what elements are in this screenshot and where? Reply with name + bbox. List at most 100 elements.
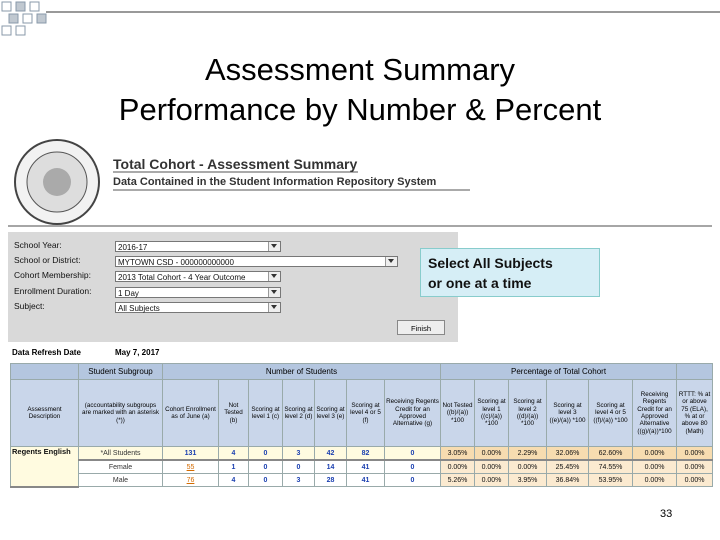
column-header: Scoring at level 1 (c) bbox=[248, 379, 283, 447]
table-cell: 41 bbox=[346, 473, 385, 487]
table-cell[interactable]: 76 bbox=[162, 473, 219, 487]
summary-table: Student Subgroup Number of Students Percen… bbox=[10, 363, 714, 488]
data-row: Female 55 1 0 0 14 41 0 0.00% 0.00% 0.00% 25.45% 74.… bbox=[11, 459, 714, 474]
field-label: Subject: bbox=[14, 301, 45, 311]
column-header: Scoring at level 2 ((d)/(a)) *100 bbox=[508, 379, 547, 447]
column-header: Not Tested (b) bbox=[218, 379, 249, 447]
column-header: Not Tested ((b)/(a)) *100 bbox=[440, 379, 475, 447]
column-header: Scoring at level 3 ((e)/(a)) *100 bbox=[546, 379, 589, 447]
slide-title: Performance by Number & Percent bbox=[118, 92, 602, 127]
callout-line: or one at a time bbox=[428, 275, 532, 291]
table-cell: 0.00% bbox=[440, 459, 475, 474]
table-cell: 0.00% bbox=[676, 459, 714, 474]
column-header: Scoring at level 4 or 5 (f) bbox=[346, 379, 385, 447]
table-cell: 32.06% bbox=[546, 446, 589, 461]
table-cell: 4 bbox=[218, 473, 249, 487]
dropdown[interactable]: 2016-17 bbox=[115, 241, 281, 252]
table-cell: 41 bbox=[346, 459, 385, 474]
dropdown-arrow bbox=[268, 303, 280, 312]
table-cell: 3 bbox=[282, 446, 315, 461]
table-cell: 53.95% bbox=[588, 473, 633, 487]
dropdown-arrow bbox=[268, 288, 280, 297]
table-cell: 0.00% bbox=[631, 473, 678, 487]
group-header-row: Student Subgroup Number of Students Percen… bbox=[10, 363, 714, 380]
table-cell: 0 bbox=[282, 459, 315, 474]
dropdown-value: All Subjects bbox=[118, 304, 160, 313]
callout: Select All Subjects or one at a time bbox=[420, 248, 600, 297]
column-header: Scoring at level 1 ((c)/(a)) *100 bbox=[474, 379, 509, 447]
table-cell: 131 bbox=[162, 446, 219, 461]
field-label: School or District: bbox=[14, 255, 81, 265]
refresh-date: May 7, 2017 bbox=[115, 348, 160, 357]
data-row: Male 76 4 0 3 28 41 0 5.26% 0.00% 3.95% 36.84% 53.95… bbox=[11, 473, 714, 487]
table-cell: 3.05% bbox=[440, 446, 475, 461]
dropdown[interactable]: 1 Day bbox=[115, 287, 281, 298]
refresh-label: Data Refresh Date bbox=[12, 348, 81, 357]
dropdown-arrow bbox=[268, 242, 280, 251]
table-cell: 74.55% bbox=[588, 459, 633, 474]
finish-button[interactable]: Finish bbox=[397, 320, 445, 335]
table-cell[interactable]: 55 bbox=[162, 459, 219, 474]
table-cell: 0.00% bbox=[676, 446, 714, 461]
table-cell: 0 bbox=[248, 473, 283, 487]
table-cell: 0.00% bbox=[631, 446, 678, 461]
dropdown-value: 2016-17 bbox=[118, 243, 148, 252]
dropdown-value: 1 Day bbox=[118, 289, 139, 298]
table-cell: 25.45% bbox=[546, 459, 589, 474]
table-cell: 82 bbox=[346, 446, 385, 461]
table-cell: *All Students bbox=[78, 446, 163, 461]
group-header: Student Subgroup bbox=[78, 363, 163, 380]
table-cell: 0.00% bbox=[631, 459, 678, 474]
group-header: Percentage of Total Cohort bbox=[439, 363, 678, 380]
column-header: Scoring at level 2 (d) bbox=[282, 379, 315, 447]
table-cell: 0.00% bbox=[474, 459, 509, 474]
callout-line: Select All Subjects bbox=[428, 255, 553, 271]
assessment-description: Regents English bbox=[10, 446, 79, 488]
data-row: Regents English *All Students 131 4 0 3 42 82 0 3… bbox=[10, 446, 714, 488]
column-header: (accountability subgroups are marked wit… bbox=[78, 379, 163, 447]
field-label: Cohort Membership: bbox=[14, 270, 92, 280]
report-title: Total Cohort - Assessment Summary bbox=[113, 156, 358, 172]
column-header: Cohort Enrollment as of June (a) bbox=[162, 379, 219, 447]
table-cell: 0.00% bbox=[474, 473, 509, 487]
table-cell: 3 bbox=[282, 473, 315, 487]
table-cell: 0.00% bbox=[508, 459, 547, 474]
table-cell: 0 bbox=[384, 473, 441, 487]
table-cell: 0 bbox=[248, 446, 283, 461]
field-label: School Year: bbox=[14, 240, 62, 250]
table-cell: 28 bbox=[314, 473, 347, 487]
table-cell: 0 bbox=[248, 459, 283, 474]
table-cell: Female bbox=[78, 459, 163, 474]
dropdown-value: 2013 Total Cohort - 4 Year Outcome bbox=[118, 273, 246, 282]
dropdown-value: MYTOWN CSD - 000000000000 bbox=[118, 258, 234, 267]
table-cell: 5.26% bbox=[440, 473, 475, 487]
column-header: Receiving Regents Credit for an Approved… bbox=[631, 379, 678, 447]
dropdown[interactable]: All Subjects bbox=[115, 302, 281, 313]
report-subtitle: Data Contained in the Student Informatio… bbox=[113, 176, 437, 188]
page-number: 33 bbox=[660, 508, 673, 520]
field-label: Enrollment Duration: bbox=[14, 286, 92, 296]
table-cell: Male bbox=[78, 473, 163, 487]
seal bbox=[14, 139, 100, 225]
table-cell: 0 bbox=[384, 446, 441, 461]
column-header: Receiving Regents Credit for an Approved… bbox=[384, 379, 441, 447]
table-cell: 0 bbox=[384, 459, 441, 474]
slide-title: Assessment Summary bbox=[204, 52, 516, 87]
table-cell: 1 bbox=[218, 459, 249, 474]
dropdown-arrow bbox=[268, 272, 280, 281]
group-header: Number of Students bbox=[162, 363, 441, 380]
column-header: Scoring at level 4 or 5 ((f)/(a)) *100 bbox=[588, 379, 633, 447]
table-cell: 2.29% bbox=[508, 446, 547, 461]
table-cell: 14 bbox=[314, 459, 347, 474]
table-cell: 4 bbox=[218, 446, 249, 461]
column-header-row: Assessment Description (accountability su… bbox=[10, 379, 714, 447]
table-cell: 0.00% bbox=[676, 473, 714, 487]
dropdown[interactable]: MYTOWN CSD - 000000000000 bbox=[115, 256, 398, 267]
table-cell: 0.00% bbox=[474, 446, 509, 461]
dropdown[interactable]: 2013 Total Cohort - 4 Year Outcome bbox=[115, 271, 281, 282]
dropdown-arrow bbox=[385, 257, 397, 266]
table-cell: 62.60% bbox=[588, 446, 633, 461]
column-header: Assessment Description bbox=[10, 379, 79, 447]
